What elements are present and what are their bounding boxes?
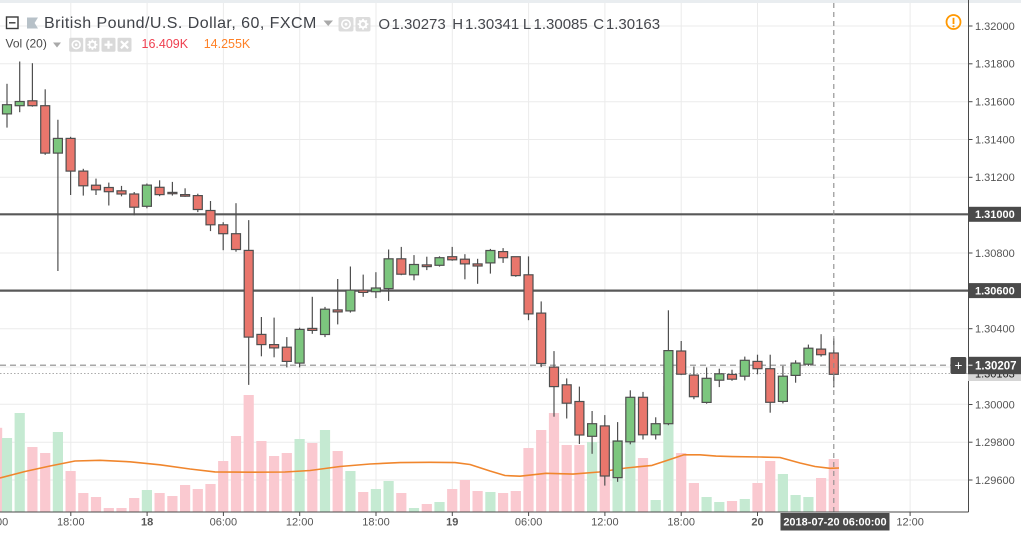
svg-text:1.30273: 1.30273	[392, 16, 446, 33]
svg-text:+: +	[954, 358, 962, 373]
svg-text:20: 20	[751, 517, 763, 529]
svg-text:1.30000: 1.30000	[975, 399, 1015, 411]
svg-text:12:00: 12:00	[896, 517, 924, 529]
svg-text:Vol (20): Vol (20)	[6, 37, 47, 51]
svg-text:1.30400: 1.30400	[975, 324, 1015, 336]
svg-text:18:00: 18:00	[667, 517, 695, 529]
svg-text:H: H	[452, 16, 463, 33]
svg-text:C: C	[593, 16, 604, 33]
svg-text:12:00: 12:00	[591, 517, 619, 529]
svg-text:1.30207: 1.30207	[975, 360, 1017, 372]
svg-text:L: L	[523, 16, 531, 33]
svg-text:British Pound/U.S. Dollar, 60,: British Pound/U.S. Dollar, 60, FXCM	[44, 15, 317, 32]
svg-text:1.30163: 1.30163	[606, 16, 660, 33]
svg-text:16.409K: 16.409K	[142, 37, 189, 51]
svg-text:1.32000: 1.32000	[975, 21, 1015, 33]
svg-text:2018-07-20 06:00:00: 2018-07-20 06:00:00	[783, 517, 886, 529]
svg-text:1.30341: 1.30341	[465, 16, 519, 33]
svg-text:1.30600: 1.30600	[975, 285, 1015, 297]
svg-text:O: O	[378, 16, 390, 33]
svg-text:06:00: 06:00	[515, 517, 543, 529]
svg-text:18:00: 18:00	[57, 517, 85, 529]
svg-text:06:00: 06:00	[210, 517, 238, 529]
svg-text:1.29800: 1.29800	[975, 437, 1015, 449]
svg-text:12:00: 12:00	[0, 517, 8, 529]
svg-text:14.255K: 14.255K	[204, 37, 251, 51]
svg-text:18: 18	[141, 517, 153, 529]
svg-text:1.31600: 1.31600	[975, 97, 1015, 109]
svg-text:1.30800: 1.30800	[975, 248, 1015, 260]
svg-text:1.29600: 1.29600	[975, 475, 1015, 487]
svg-text:1.30085: 1.30085	[534, 16, 588, 33]
svg-text:19: 19	[446, 517, 458, 529]
svg-text:1.31800: 1.31800	[975, 59, 1015, 71]
svg-text:18:00: 18:00	[362, 517, 390, 529]
svg-text:12:00: 12:00	[286, 517, 314, 529]
svg-text:1.31000: 1.31000	[975, 209, 1015, 221]
svg-text:1.31400: 1.31400	[975, 134, 1015, 146]
svg-text:1.31200: 1.31200	[975, 172, 1015, 184]
